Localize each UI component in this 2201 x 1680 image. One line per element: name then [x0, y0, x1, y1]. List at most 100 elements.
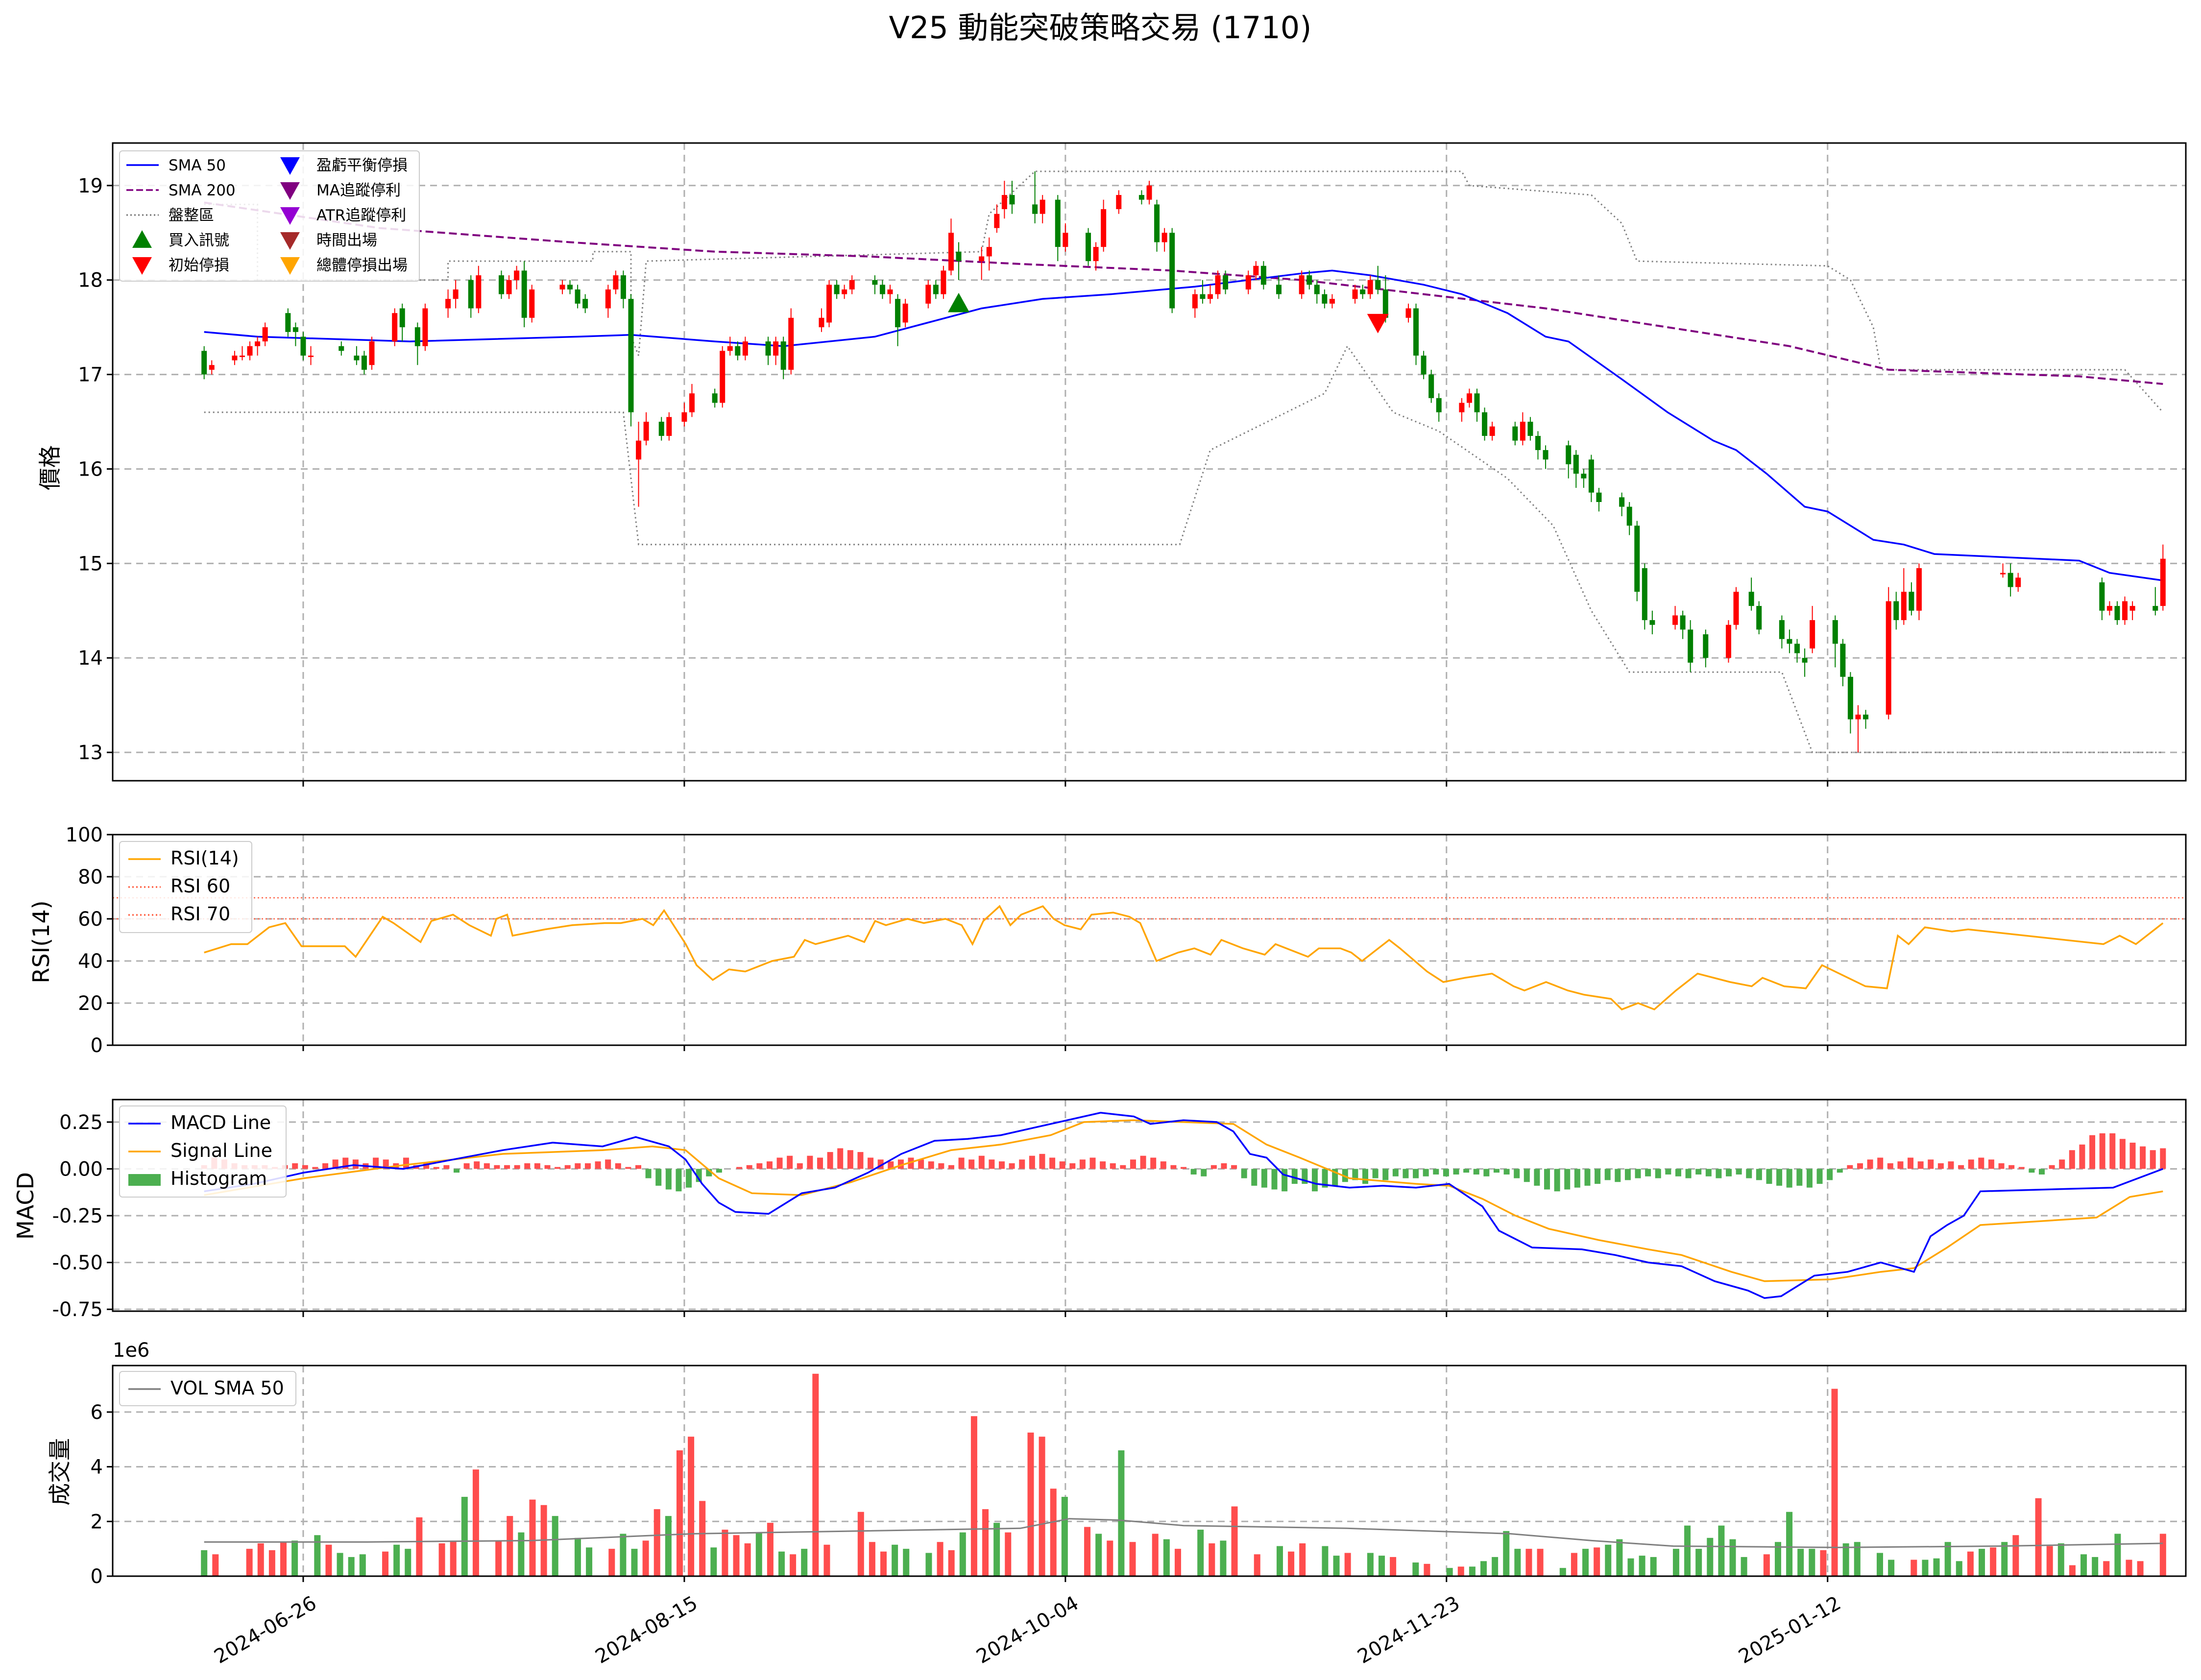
macd-histogram-bar: [1604, 1169, 1611, 1180]
figure-title: V25 動能突破策略交易 (1710): [889, 10, 1312, 46]
macd-histogram-bar: [1453, 1169, 1459, 1175]
candle-body: [354, 356, 360, 360]
candle-body: [643, 422, 649, 441]
volume-bar: [1786, 1512, 1793, 1576]
candle-body: [933, 285, 939, 294]
candle-body: [2129, 606, 2135, 611]
candle-body: [201, 351, 207, 375]
candle-body: [1001, 195, 1007, 210]
sma50-line: [204, 269, 2163, 581]
macd-histogram-bar: [1877, 1157, 1884, 1169]
macd-histogram-bar: [1130, 1159, 1136, 1169]
candle-body: [232, 356, 238, 360]
candle-body: [1032, 204, 1038, 214]
consolidation-lower-line: [204, 344, 2163, 753]
candle-body: [879, 285, 885, 294]
volume-bar: [2114, 1534, 2121, 1576]
candle-body: [499, 275, 504, 294]
volume-bar: [608, 1549, 615, 1576]
candle-body: [1863, 714, 1869, 720]
candle-body: [2099, 582, 2105, 611]
candle-body: [1573, 455, 1579, 474]
candle-body: [1688, 629, 1693, 663]
macd-histogram-bar: [615, 1163, 621, 1169]
volume-bar: [1220, 1540, 1227, 1576]
price-legend-item-marker: [280, 157, 300, 175]
macd-histogram-bar: [1624, 1169, 1631, 1180]
volume-bar: [925, 1553, 932, 1576]
candle-body: [1428, 374, 1434, 398]
y-tick-label: -0.25: [52, 1205, 103, 1227]
volume-bar: [438, 1543, 445, 1576]
macd-histogram-bar: [1120, 1165, 1126, 1169]
candle-body: [247, 346, 253, 356]
candle-body: [1619, 497, 1625, 507]
macd-histogram-bar: [1009, 1163, 1015, 1169]
volume-bar: [461, 1497, 468, 1576]
macd-histogram-bar: [1140, 1155, 1146, 1169]
macd-signal-line: [204, 1119, 2163, 1282]
volume-legend-item-label: VOL SMA 50: [170, 1377, 284, 1399]
macd-histogram-bar: [1403, 1169, 1409, 1178]
volume-bar: [1129, 1542, 1136, 1576]
macd-histogram-bar: [938, 1163, 944, 1169]
volume-bar: [325, 1544, 332, 1576]
candle-body: [1482, 412, 1488, 436]
macd-histogram-bar: [1695, 1169, 1702, 1175]
candle-body: [1466, 393, 1472, 403]
legend-frame: [119, 841, 252, 933]
candle-body: [666, 417, 672, 436]
macd-histogram-bar: [2079, 1144, 2085, 1169]
macd-histogram-bar: [746, 1165, 752, 1169]
macd-histogram-bar: [1645, 1169, 1651, 1176]
macd-histogram-bar: [686, 1169, 692, 1188]
macd-histogram-bar: [807, 1155, 813, 1169]
volume-bar: [1367, 1553, 1374, 1576]
candle-body: [1253, 265, 1259, 276]
macd-histogram-bar: [918, 1159, 924, 1169]
macd-histogram-bar: [292, 1163, 298, 1169]
volume-bar: [767, 1523, 774, 1576]
macd-histogram-bar: [635, 1165, 641, 1169]
candle-body: [849, 280, 855, 289]
legend-frame: [119, 1371, 296, 1406]
candle-body: [1146, 185, 1152, 200]
volume-bar: [1163, 1539, 1170, 1576]
volume-bar: [1480, 1561, 1487, 1576]
macd-histogram-bar: [1483, 1169, 1490, 1176]
macd-legend-item-swatch: [128, 1174, 161, 1186]
volume-bar: [1027, 1432, 1034, 1576]
candle-body: [2008, 573, 2013, 587]
macd-histogram-bar: [1746, 1169, 1752, 1178]
candle-body: [422, 308, 428, 346]
candle-body: [773, 341, 779, 356]
volume-bar: [529, 1499, 536, 1576]
candle-body: [1794, 644, 1800, 653]
volume-bar: [1888, 1560, 1895, 1576]
volume-bar: [1288, 1551, 1295, 1576]
macd-histogram-bar: [827, 1152, 833, 1169]
macd-histogram-bar: [1160, 1161, 1166, 1169]
macd-histogram-bar: [1150, 1157, 1157, 1169]
volume-bar: [1118, 1450, 1125, 1576]
volume-bar: [1605, 1544, 1612, 1576]
volume-bar: [1627, 1558, 1634, 1576]
volume-bar: [1039, 1437, 1045, 1576]
price-legend-item-label: SMA 200: [169, 182, 236, 199]
macd-histogram-bar: [1221, 1163, 1227, 1169]
volume-bar: [699, 1501, 706, 1576]
rsi-legend-item-label: RSI 70: [170, 903, 230, 925]
volume-bar: [280, 1542, 287, 1576]
volume-bar: [1594, 1547, 1600, 1576]
volume-bar: [1650, 1557, 1657, 1576]
candle-body: [1916, 568, 1922, 611]
macd-histogram-bar: [555, 1167, 561, 1169]
candle-body: [392, 313, 398, 342]
macd-histogram-bar: [1564, 1169, 1571, 1190]
candle-body: [339, 346, 344, 351]
volume-bar: [869, 1542, 875, 1576]
candle-body: [361, 356, 367, 370]
volume-bar: [1152, 1534, 1159, 1576]
x-tick-label: 2024-10-04: [973, 1592, 1083, 1668]
candle-body: [895, 299, 901, 328]
